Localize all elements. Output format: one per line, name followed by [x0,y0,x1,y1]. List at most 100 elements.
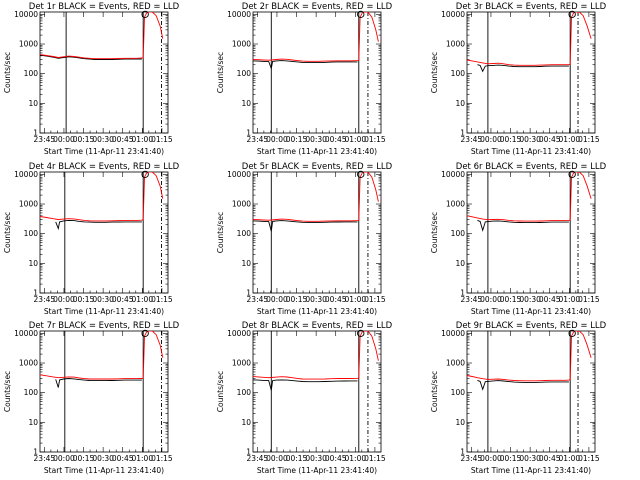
y-axis-label: Counts/sec [3,212,12,253]
saa-marker [357,10,365,18]
series-lld-line [467,172,592,222]
x-tick-label: 00:45 [325,454,347,463]
x-tick-label: 00:30 [92,135,114,144]
chart-title: Det 3r BLACK = Events, RED = LLD [456,2,607,12]
x-tick-label: 01:15 [364,135,386,144]
series-events-line [477,64,569,73]
y-tick-label: 10000 [227,329,251,338]
series-events-line [477,219,569,232]
x-tick-label: 00:45 [325,295,347,304]
x-tick-label: 00:00 [266,135,288,144]
x-tick-label: 23:45 [461,295,483,304]
x-tick-label: 00:30 [519,295,541,304]
y-axis-label: Counts/sec [3,371,12,412]
series-events-line [253,60,358,71]
x-tick-label: 00:45 [539,295,561,304]
plot-frame [252,11,382,134]
x-tick-label: 00:15 [286,454,308,463]
x-tick-label: 00:45 [539,135,561,144]
x-tick-label: 23:45 [34,295,56,304]
x-tick-label: 01:00 [131,295,153,304]
saa-marker [357,329,365,337]
y-tick-label: 100 [451,69,466,78]
plot-frame [466,171,596,294]
y-tick-label: 10000 [227,170,251,179]
series-lld-line [467,331,592,382]
x-axis-label: Start Time (11-Apr-11 23:41:40) [471,147,591,156]
y-tick-label: 100 [24,69,39,78]
chart-panel-1: Det 1r BLACK = Events, RED = LLD Counts/s… [3,2,180,156]
y-tick-label: 10 [455,418,465,427]
chart-title: Det 1r BLACK = Events, RED = LLD [29,2,180,12]
plot-frame [466,11,596,134]
series-lld-line [467,12,592,66]
y-tick-label: 100 [451,229,466,238]
x-tick-label: 00:30 [305,295,327,304]
y-tick-label: 10 [241,99,251,108]
x-tick-label: 00:15 [73,454,95,463]
x-axis-label: Start Time (11-Apr-11 23:41:40) [471,307,591,316]
y-tick-label: 1000 [232,200,251,209]
x-tick-label: 01:15 [578,454,600,463]
y-tick-label: 1 [246,448,251,457]
chart-panel-8: Det 8r BLACK = Events, RED = LLD Counts/s… [216,321,393,475]
plot-frame [39,330,169,453]
x-tick-label: 00:00 [480,295,502,304]
x-tick-label: 01:15 [151,295,173,304]
x-tick-label: 01:00 [345,454,367,463]
y-tick-label: 1 [33,289,38,298]
series-lld-line [40,12,164,60]
y-tick-label: 1 [246,129,251,138]
plot-frame [252,330,382,453]
y-tick-label: 1 [33,448,38,457]
y-tick-label: 1 [460,289,465,298]
x-axis-label: Start Time (11-Apr-11 23:41:40) [44,307,164,316]
y-tick-label: 10 [28,418,38,427]
y-axis-label: Counts/sec [430,371,439,412]
x-tick-label: 00:15 [73,135,95,144]
y-tick-label: 10000 [227,10,251,19]
x-tick-label: 00:45 [325,135,347,144]
y-tick-label: 100 [24,229,39,238]
series-lld-line [253,12,379,62]
x-tick-label: 23:45 [461,454,483,463]
chart-title: Det 2r BLACK = Events, RED = LLD [242,2,393,12]
x-tick-label: 00:00 [480,454,502,463]
y-tick-label: 10 [28,259,38,268]
saa-marker [568,329,576,337]
y-tick-label: 10000 [441,329,465,338]
x-tick-label: 00:30 [92,454,114,463]
x-tick-label: 00:45 [112,454,134,463]
series-events-line [55,219,142,231]
y-tick-label: 1 [460,448,465,457]
y-tick-label: 1000 [446,40,465,49]
y-tick-label: 10 [455,259,465,268]
chart-title: Det 9r BLACK = Events, RED = LLD [456,321,607,331]
series-events-line [253,379,358,391]
x-tick-label: 23:45 [34,454,56,463]
saa-marker [357,170,365,178]
y-axis-label: Counts/sec [216,371,225,412]
chart-title: Det 8r BLACK = Events, RED = LLD [242,321,393,331]
y-tick-label: 100 [24,388,39,397]
x-tick-label: 00:30 [519,135,541,144]
series-lld-line [253,172,379,222]
y-tick-label: 100 [237,69,252,78]
x-tick-label: 01:15 [578,135,600,144]
x-tick-label: 00:00 [53,295,75,304]
chart-title: Det 6r BLACK = Events, RED = LLD [456,162,607,172]
y-tick-label: 10 [241,259,251,268]
x-tick-label: 00:15 [286,135,308,144]
x-tick-label: 01:00 [559,454,581,463]
x-tick-label: 00:15 [500,295,522,304]
x-tick-label: 00:15 [500,454,522,463]
y-axis-label: Counts/sec [216,212,225,253]
x-tick-label: 01:15 [578,295,600,304]
y-tick-label: 10000 [441,10,465,19]
x-axis-label: Start Time (11-Apr-11 23:41:40) [471,466,591,475]
chart-panel-5: Det 5r BLACK = Events, RED = LLD Counts/s… [216,162,393,316]
chart-panel-9: Det 9r BLACK = Events, RED = LLD Counts/s… [430,321,607,475]
chart-title: Det 5r BLACK = Events, RED = LLD [242,162,393,172]
y-axis-label: Counts/sec [430,212,439,253]
